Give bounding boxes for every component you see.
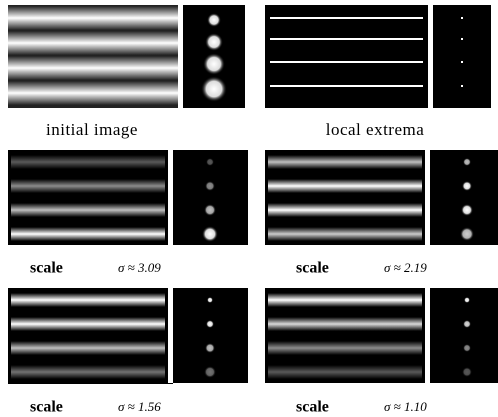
extrema-dot (461, 38, 463, 40)
caption: scale (296, 260, 329, 277)
extrema-dot (461, 17, 463, 19)
sigma: σ ≈ 2.19 (384, 260, 427, 275)
blob (207, 297, 213, 303)
stripe (268, 365, 422, 379)
stripe (268, 227, 422, 241)
underline (8, 383, 173, 384)
blob (463, 344, 471, 352)
image-bg (433, 5, 491, 108)
extrema-line (270, 61, 423, 63)
blob (462, 367, 472, 377)
caption: local extrema (326, 120, 425, 139)
caption: scale (30, 399, 63, 416)
caption: initial image (46, 120, 138, 139)
blob (463, 158, 471, 166)
blob (464, 297, 470, 303)
blob (204, 366, 216, 378)
stripe (268, 155, 422, 169)
stripe (268, 293, 422, 307)
blob (460, 227, 474, 241)
image-bg (265, 5, 428, 108)
blob (463, 320, 471, 328)
stripe (11, 293, 165, 307)
extrema-dot (461, 61, 463, 63)
blob (205, 343, 215, 353)
stripe (8, 6, 178, 30)
divider (178, 5, 181, 108)
stripe (11, 227, 165, 241)
blob (206, 158, 214, 166)
sigma: σ ≈ 1.10 (384, 399, 427, 414)
blob (461, 204, 473, 216)
extrema-line (270, 17, 423, 19)
stripe (11, 203, 165, 217)
blob (207, 13, 221, 27)
stripe (11, 179, 165, 193)
blob (202, 226, 218, 242)
extrema-dot (461, 85, 463, 87)
stripe (268, 341, 422, 355)
blob (205, 33, 223, 51)
divider (169, 150, 172, 245)
stripe (268, 179, 422, 193)
blob (462, 181, 472, 191)
stripe (11, 317, 165, 331)
caption: scale (30, 260, 63, 277)
stripe (8, 81, 178, 105)
extrema-line (270, 85, 423, 87)
page: initial image local extrema scale σ ≈ 3.… (0, 0, 498, 417)
stripe (11, 365, 165, 379)
extrema-line (270, 38, 423, 40)
panels (8, 5, 498, 384)
stripe (11, 341, 165, 355)
figure: initial image local extrema scale σ ≈ 3.… (0, 0, 498, 417)
blob (205, 181, 215, 191)
stripe (268, 317, 422, 331)
caption: scale (296, 399, 329, 416)
blob (203, 53, 225, 75)
stripe (268, 203, 422, 217)
sigma: σ ≈ 3.09 (118, 260, 161, 275)
sigma: σ ≈ 1.56 (118, 399, 161, 414)
stripe (8, 56, 178, 80)
blob (204, 204, 216, 216)
stripe (11, 155, 165, 169)
stripe (8, 31, 178, 55)
blob (206, 320, 214, 328)
blob (201, 76, 227, 102)
